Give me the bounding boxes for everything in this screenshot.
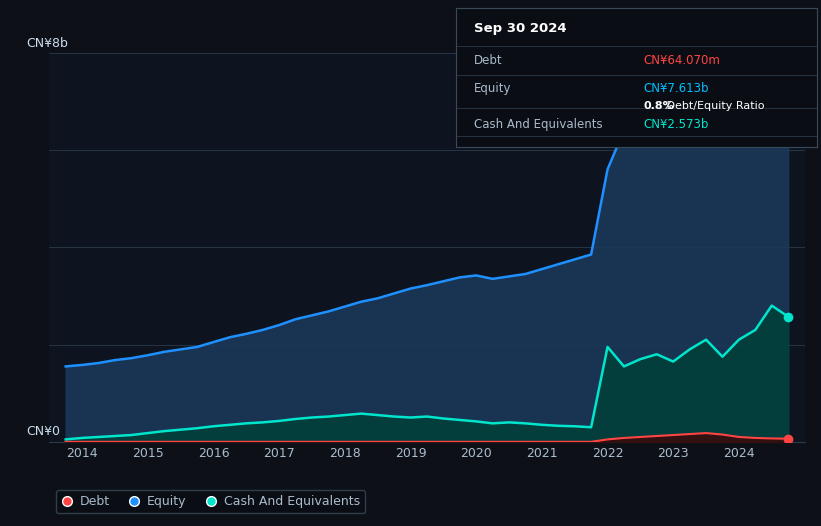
Text: Debt: Debt [474,54,502,67]
Text: CN¥2.573b: CN¥2.573b [644,118,709,131]
Text: CN¥64.070m: CN¥64.070m [644,54,720,67]
Legend: Debt, Equity, Cash And Equivalents: Debt, Equity, Cash And Equivalents [56,490,365,513]
Text: Cash And Equivalents: Cash And Equivalents [474,118,603,131]
Text: CN¥8b: CN¥8b [26,37,68,50]
Text: 0.8%: 0.8% [644,101,674,111]
Text: CN¥0: CN¥0 [26,425,61,438]
Text: Debt/Equity Ratio: Debt/Equity Ratio [663,101,765,111]
Text: Equity: Equity [474,82,511,95]
Text: Sep 30 2024: Sep 30 2024 [474,22,566,35]
Text: CN¥7.613b: CN¥7.613b [644,82,709,95]
